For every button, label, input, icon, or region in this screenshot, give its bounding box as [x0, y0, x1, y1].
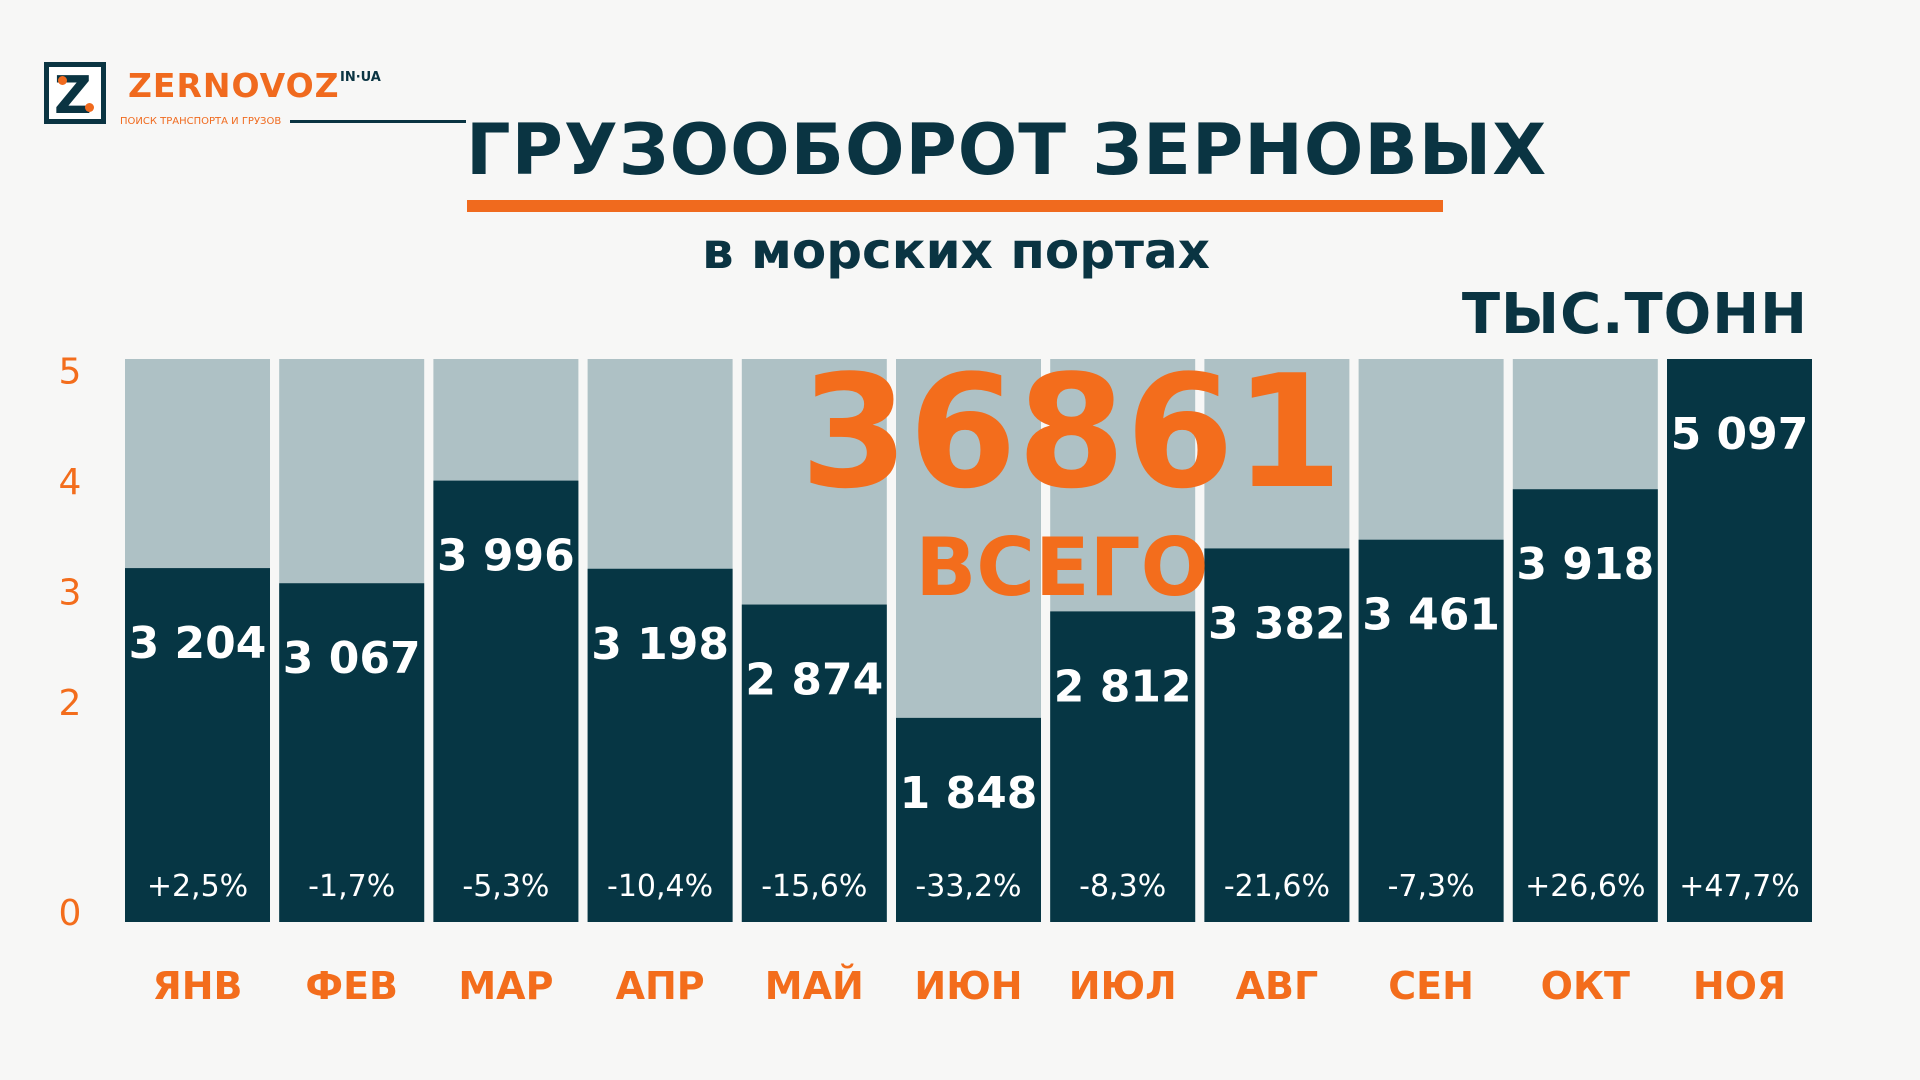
data-label: 3 918 — [1516, 539, 1654, 590]
page-title: ГРУЗООБОРОТ ЗЕРНОВЫХ — [466, 109, 1548, 191]
bar — [1358, 539, 1504, 922]
title-underline — [467, 200, 1443, 212]
data-label: 3 067 — [283, 633, 421, 684]
change-label: +47,7% — [1679, 869, 1799, 904]
unit-label: ТЫС.ТОНН — [1461, 282, 1808, 347]
logo-domain: IN·UA — [340, 70, 381, 85]
x-tick-label: ЯНВ — [152, 964, 242, 1008]
bar — [433, 480, 579, 922]
page-subtitle: в морских портах — [702, 222, 1210, 280]
data-label: 3 996 — [437, 531, 575, 582]
y-tick-label: 0 — [59, 893, 82, 934]
logo-dot-icon — [85, 103, 94, 112]
bar — [587, 568, 733, 922]
data-label: 2 812 — [1054, 661, 1192, 712]
x-tick-label: МАЙ — [765, 964, 864, 1008]
x-tick-label: ФЕВ — [305, 964, 398, 1008]
change-label: +26,6% — [1525, 869, 1645, 904]
x-tick-label: ИЮЛ — [1069, 964, 1177, 1008]
y-tick-label: 4 — [59, 462, 82, 503]
logo-tagline: ПОИСК ТРАНСПОРТА И ГРУЗОВ — [120, 116, 282, 127]
logo-underline — [290, 120, 466, 123]
data-label: 3 204 — [129, 618, 267, 669]
change-label: -1,7% — [308, 869, 395, 904]
y-tick-label: 3 — [59, 573, 82, 614]
x-tick-label: АПР — [616, 964, 705, 1008]
bar — [1050, 611, 1196, 922]
change-label: +2,5% — [147, 869, 248, 904]
change-label: -5,3% — [462, 869, 549, 904]
bar — [1512, 489, 1658, 922]
y-tick-label: 5 — [59, 352, 82, 393]
logo: Z ZERNOVOZ IN·UA ПОИСК ТРАНСПОРТА И ГРУЗ… — [44, 62, 466, 134]
x-tick-label: ОКТ — [1541, 964, 1630, 1008]
data-label: 2 874 — [745, 655, 883, 706]
bar — [125, 568, 270, 922]
x-tick-label: МАР — [458, 964, 553, 1008]
data-label: 3 382 — [1208, 598, 1346, 649]
x-tick-label: ИЮН — [914, 964, 1022, 1008]
data-label: 3 198 — [591, 619, 729, 670]
total-value: 36861 — [800, 341, 1343, 523]
change-label: -8,3% — [1079, 869, 1166, 904]
x-tick-label: НОЯ — [1693, 964, 1786, 1008]
data-label: 5 097 — [1671, 409, 1809, 460]
bar — [896, 717, 1041, 922]
logo-mark: Z — [44, 62, 106, 126]
data-label: 3 461 — [1362, 590, 1500, 641]
bar — [279, 583, 425, 922]
change-label: -33,2% — [915, 869, 1021, 904]
change-label: -7,3% — [1388, 869, 1475, 904]
logo-dot-icon — [58, 76, 67, 85]
bar — [1667, 359, 1812, 922]
bar — [741, 604, 887, 922]
change-label: -15,6% — [761, 869, 867, 904]
change-label: -10,4% — [607, 869, 713, 904]
logo-brand: ZERNOVOZ — [128, 66, 340, 105]
bar — [1204, 548, 1350, 922]
x-tick-label: СЕН — [1388, 964, 1474, 1008]
x-tick-label: АВГ — [1236, 964, 1319, 1008]
total-label: ВСЕГО — [915, 521, 1209, 614]
change-label: -21,6% — [1224, 869, 1330, 904]
data-label: 1 848 — [900, 768, 1038, 819]
y-tick-label: 2 — [59, 683, 82, 724]
